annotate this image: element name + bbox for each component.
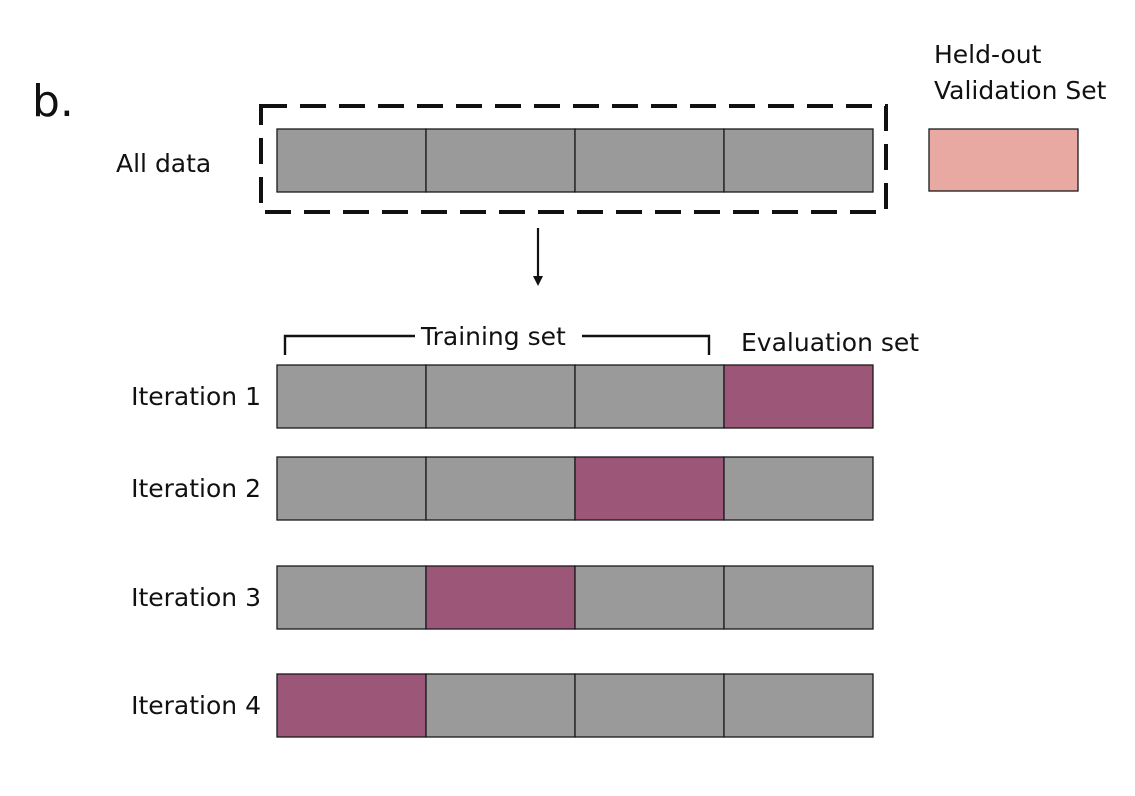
iteration-label-3: Iteration 3 (131, 583, 261, 612)
iteration-label-4: Iteration 4 (131, 691, 261, 720)
iteration-row-1: Iteration 1 (131, 364, 874, 429)
iteration-1-fold-2-training (425, 364, 576, 429)
iteration-2-fold-2-training (425, 456, 576, 521)
panel-label: b. (32, 76, 74, 127)
training-bracket-right (582, 334, 711, 355)
iteration-1-fold-4-evaluation (723, 364, 874, 429)
held-out-label-line1: Held-out (934, 40, 1042, 69)
iterations: Iteration 1 Iteration 2 Iteration 3 Iterati… (131, 364, 874, 738)
iteration-2-fold-4-training (723, 456, 874, 521)
iteration-2-fold-1-training (276, 456, 427, 521)
iteration-3-fold-2-evaluation (425, 565, 576, 630)
held-out-label-line2: Validation Set (934, 76, 1107, 105)
all-data-label: All data (116, 149, 211, 178)
training-bracket-left (283, 334, 415, 355)
all-data-fold-2-training (425, 128, 576, 193)
iteration-4-fold-3-training (574, 673, 725, 738)
held-out-validation-block (928, 128, 1079, 192)
all-data-fold-4-training (723, 128, 874, 193)
iteration-row-3: Iteration 3 (131, 565, 874, 630)
iteration-4-fold-4-training (723, 673, 874, 738)
iteration-3-fold-4-training (723, 565, 874, 630)
iteration-3-fold-1-training (276, 565, 427, 630)
all-data-fold-3-training (574, 128, 725, 193)
iteration-row-2: Iteration 2 (131, 456, 874, 521)
iteration-2-fold-3-evaluation (574, 456, 725, 521)
dashed-selection-box (259, 104, 888, 214)
iteration-label-2: Iteration 2 (131, 474, 261, 503)
iteration-row-4: Iteration 4 (131, 673, 874, 738)
all-data-fold-1-training (276, 128, 427, 193)
training-set-label: Training set (420, 322, 566, 351)
iteration-3-fold-3-training (574, 565, 725, 630)
evaluation-set-label: Evaluation set (741, 328, 919, 357)
iteration-4-fold-2-training (425, 673, 576, 738)
iteration-4-fold-1-evaluation (276, 673, 427, 738)
iteration-1-fold-1-training (276, 364, 427, 429)
iteration-label-1: Iteration 1 (131, 382, 261, 411)
iteration-1-fold-3-training (574, 364, 725, 429)
all-data-bar (276, 128, 874, 193)
